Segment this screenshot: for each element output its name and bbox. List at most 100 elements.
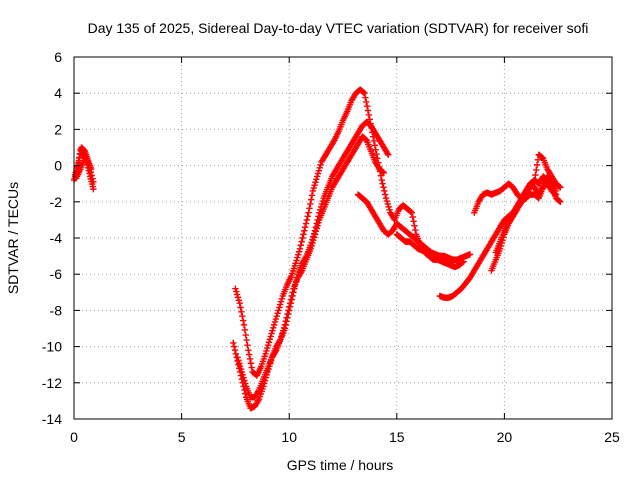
data-point	[307, 245, 314, 253]
axis-ticks	[73, 56, 613, 420]
data-point	[263, 347, 270, 355]
data-point	[231, 347, 239, 354]
data-point	[295, 251, 302, 258]
data-point	[299, 234, 306, 242]
data-point	[234, 354, 241, 361]
data-point	[301, 223, 309, 231]
data-point	[268, 330, 275, 337]
data-point	[370, 137, 378, 145]
data-point	[384, 151, 392, 158]
y-tick-label: -2	[50, 194, 63, 210]
data-point	[86, 165, 94, 173]
data-point	[411, 222, 418, 229]
y-tick-label: -12	[42, 375, 62, 391]
data-point	[310, 234, 318, 241]
data-point	[236, 360, 243, 367]
data-point	[313, 173, 321, 180]
data-point	[307, 200, 314, 208]
series-track-l	[492, 173, 560, 256]
grid-lines	[74, 57, 612, 419]
data-point	[307, 196, 315, 203]
data-points	[70, 86, 564, 412]
data-point	[410, 218, 417, 225]
data-point	[385, 203, 392, 211]
data-point	[271, 318, 279, 326]
data-point	[311, 231, 319, 238]
y-tick-label: 0	[54, 158, 62, 174]
data-point	[371, 142, 379, 149]
data-point	[238, 368, 246, 376]
data-point	[533, 161, 541, 169]
data-point	[241, 377, 248, 384]
data-point	[531, 176, 538, 184]
x-tick-label: 25	[604, 429, 620, 445]
data-point	[279, 327, 287, 334]
data-point	[264, 344, 271, 352]
data-point	[305, 209, 312, 216]
data-point	[284, 310, 291, 318]
data-point	[379, 168, 387, 176]
data-point	[288, 292, 295, 300]
data-point	[532, 171, 539, 179]
data-point	[380, 169, 388, 177]
data-point	[265, 339, 273, 346]
data-point	[267, 333, 274, 340]
data-point	[382, 194, 390, 202]
data-point	[235, 357, 242, 364]
data-point	[241, 326, 249, 334]
chart-title: Day 135 of 2025, Sidereal Day-to-day VTE…	[88, 20, 589, 36]
data-point	[378, 176, 385, 184]
x-axis-label: GPS time / hours	[287, 457, 394, 473]
data-point	[236, 299, 243, 307]
data-point	[407, 208, 415, 216]
data-point	[310, 236, 317, 244]
data-point	[85, 162, 93, 169]
data-point	[240, 321, 248, 329]
x-tick-label: 20	[497, 429, 513, 445]
data-point	[381, 191, 389, 198]
data-point	[235, 297, 243, 304]
data-point	[386, 206, 393, 213]
data-point	[314, 222, 321, 229]
data-point	[315, 219, 322, 226]
data-point	[409, 213, 416, 221]
y-tick-label: 2	[54, 121, 62, 137]
data-point	[313, 176, 320, 183]
data-point	[283, 314, 290, 321]
data-point	[264, 341, 272, 349]
data-point	[230, 343, 238, 350]
y-tick-label: -8	[50, 302, 63, 318]
data-point	[232, 285, 239, 292]
data-point	[242, 380, 249, 387]
x-tick-label: 15	[389, 429, 405, 445]
data-point	[280, 324, 288, 331]
data-point	[365, 111, 373, 119]
data-point	[301, 227, 308, 234]
data-point	[445, 254, 452, 262]
data-point	[372, 146, 379, 153]
data-point	[534, 156, 542, 164]
data-point	[314, 170, 322, 177]
y-axis-label: SDTVAR / TECUs	[5, 182, 21, 294]
data-point	[552, 187, 560, 195]
data-point	[360, 89, 367, 96]
data-point	[239, 317, 247, 324]
y-tick-label: -10	[42, 339, 62, 355]
data-point	[89, 175, 96, 182]
data-point	[246, 355, 254, 363]
data-point	[232, 350, 240, 358]
data-point	[383, 197, 391, 205]
data-point	[242, 331, 249, 339]
data-point	[309, 187, 317, 195]
data-point	[308, 242, 315, 250]
data-point	[244, 341, 251, 349]
data-point	[306, 205, 313, 212]
data-point	[285, 307, 292, 314]
data-point	[279, 330, 286, 337]
data-point	[363, 103, 371, 110]
data-point	[248, 364, 255, 371]
data-point	[277, 336, 284, 343]
data-point	[363, 98, 370, 106]
data-point	[408, 209, 416, 216]
data-point	[295, 248, 303, 255]
